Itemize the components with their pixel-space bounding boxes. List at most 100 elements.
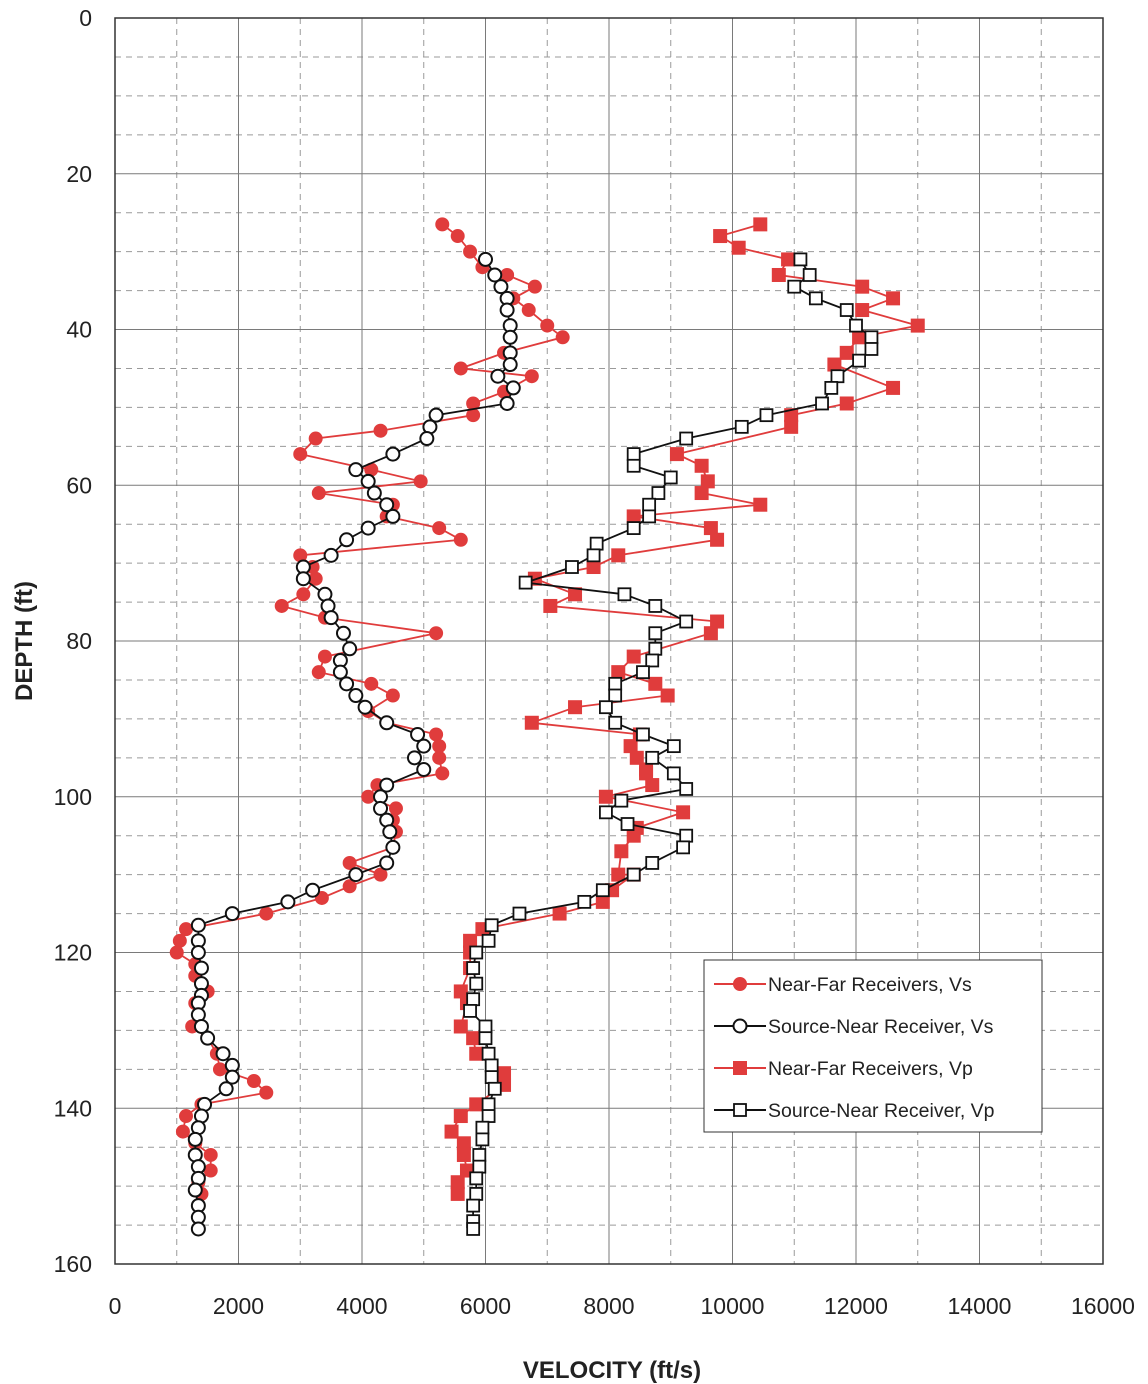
data-point xyxy=(527,279,542,294)
data-point xyxy=(855,303,870,318)
data-point xyxy=(676,805,691,820)
data-point xyxy=(608,688,623,703)
data-point xyxy=(456,1136,471,1151)
data-point xyxy=(815,396,829,411)
data-point xyxy=(827,357,842,372)
legend-label: Source-Near Receiver, Vp xyxy=(768,1100,995,1122)
data-point xyxy=(453,1019,468,1034)
legend-marker xyxy=(733,977,747,991)
data-point xyxy=(360,520,376,536)
data-point xyxy=(357,699,373,715)
data-point xyxy=(469,945,484,960)
data-point xyxy=(323,610,339,626)
data-point xyxy=(466,992,481,1007)
data-point xyxy=(808,291,823,306)
y-tick-label: 20 xyxy=(66,161,92,187)
data-point xyxy=(413,474,428,489)
data-point xyxy=(703,521,718,536)
data-point xyxy=(435,217,450,232)
y-axis-title: DEPTH (ft) xyxy=(11,581,38,701)
data-point xyxy=(469,1046,484,1061)
x-tick-label: 14000 xyxy=(948,1293,1012,1319)
x-tick-label: 8000 xyxy=(583,1293,634,1319)
data-point xyxy=(190,945,206,960)
data-point xyxy=(466,1198,481,1213)
legend-label: Near-Far Receivers, Vs xyxy=(768,974,972,996)
data-point xyxy=(361,789,376,804)
data-point xyxy=(364,676,379,691)
data-point xyxy=(568,700,583,715)
data-point xyxy=(540,318,555,333)
data-point xyxy=(499,302,515,318)
data-point xyxy=(629,750,644,765)
data-point xyxy=(293,447,308,462)
data-point xyxy=(753,497,768,512)
data-point xyxy=(308,571,323,586)
data-point xyxy=(175,1124,190,1139)
series-layer xyxy=(169,217,925,1237)
data-point xyxy=(406,750,422,766)
data-point xyxy=(432,521,447,536)
data-point xyxy=(771,267,786,282)
data-point xyxy=(463,1004,477,1018)
data-point xyxy=(521,303,536,318)
data-point xyxy=(200,1030,216,1046)
data-point xyxy=(481,933,496,948)
data-point xyxy=(435,766,450,781)
data-point xyxy=(385,508,401,524)
data-point xyxy=(259,1085,274,1100)
legend-label: Source-Near Receiver, Vs xyxy=(768,1016,994,1038)
data-point xyxy=(379,497,395,513)
data-point xyxy=(385,446,401,462)
data-point xyxy=(432,739,447,754)
x-tick-label: 12000 xyxy=(824,1293,888,1319)
data-point xyxy=(666,766,681,781)
data-point xyxy=(599,700,613,715)
data-point xyxy=(311,665,326,680)
data-point xyxy=(379,715,395,731)
data-point xyxy=(784,419,799,434)
data-point xyxy=(342,879,357,894)
data-point xyxy=(453,984,468,999)
data-point xyxy=(484,1058,499,1073)
data-point xyxy=(179,1109,194,1124)
data-point xyxy=(463,933,478,948)
data-point xyxy=(648,626,663,641)
data-point xyxy=(203,1147,218,1162)
data-point xyxy=(416,761,432,777)
data-point xyxy=(614,844,629,859)
x-tick-label: 6000 xyxy=(460,1293,511,1319)
data-point xyxy=(450,1175,465,1190)
data-point xyxy=(481,1046,496,1061)
y-axis-tick-labels: 0 20 40 60 80 100 120 140 160 xyxy=(54,5,92,1277)
data-point xyxy=(626,828,641,843)
data-point xyxy=(787,279,802,294)
data-point xyxy=(410,726,426,742)
data-point xyxy=(611,665,626,680)
data-point xyxy=(623,739,638,754)
data-point xyxy=(502,357,518,373)
data-point xyxy=(639,766,654,781)
data-point xyxy=(636,727,650,742)
data-point xyxy=(626,509,641,524)
x-tick-label: 0 xyxy=(109,1293,122,1319)
data-point xyxy=(710,614,725,629)
data-point xyxy=(626,867,641,882)
data-point xyxy=(373,800,389,816)
data-point xyxy=(910,318,925,333)
data-point xyxy=(469,976,484,991)
data-point xyxy=(416,738,432,754)
data-point xyxy=(190,917,206,933)
data-point xyxy=(317,649,332,664)
data-point xyxy=(450,1186,465,1201)
data-point xyxy=(676,840,690,855)
legend-marker xyxy=(732,1018,748,1034)
data-point xyxy=(645,778,660,793)
data-point xyxy=(645,856,660,870)
data-point xyxy=(373,867,388,882)
data-point xyxy=(648,599,663,613)
legend-box xyxy=(703,959,1043,1133)
data-point xyxy=(215,1046,231,1062)
data-point xyxy=(190,1221,206,1237)
data-point xyxy=(839,345,854,360)
